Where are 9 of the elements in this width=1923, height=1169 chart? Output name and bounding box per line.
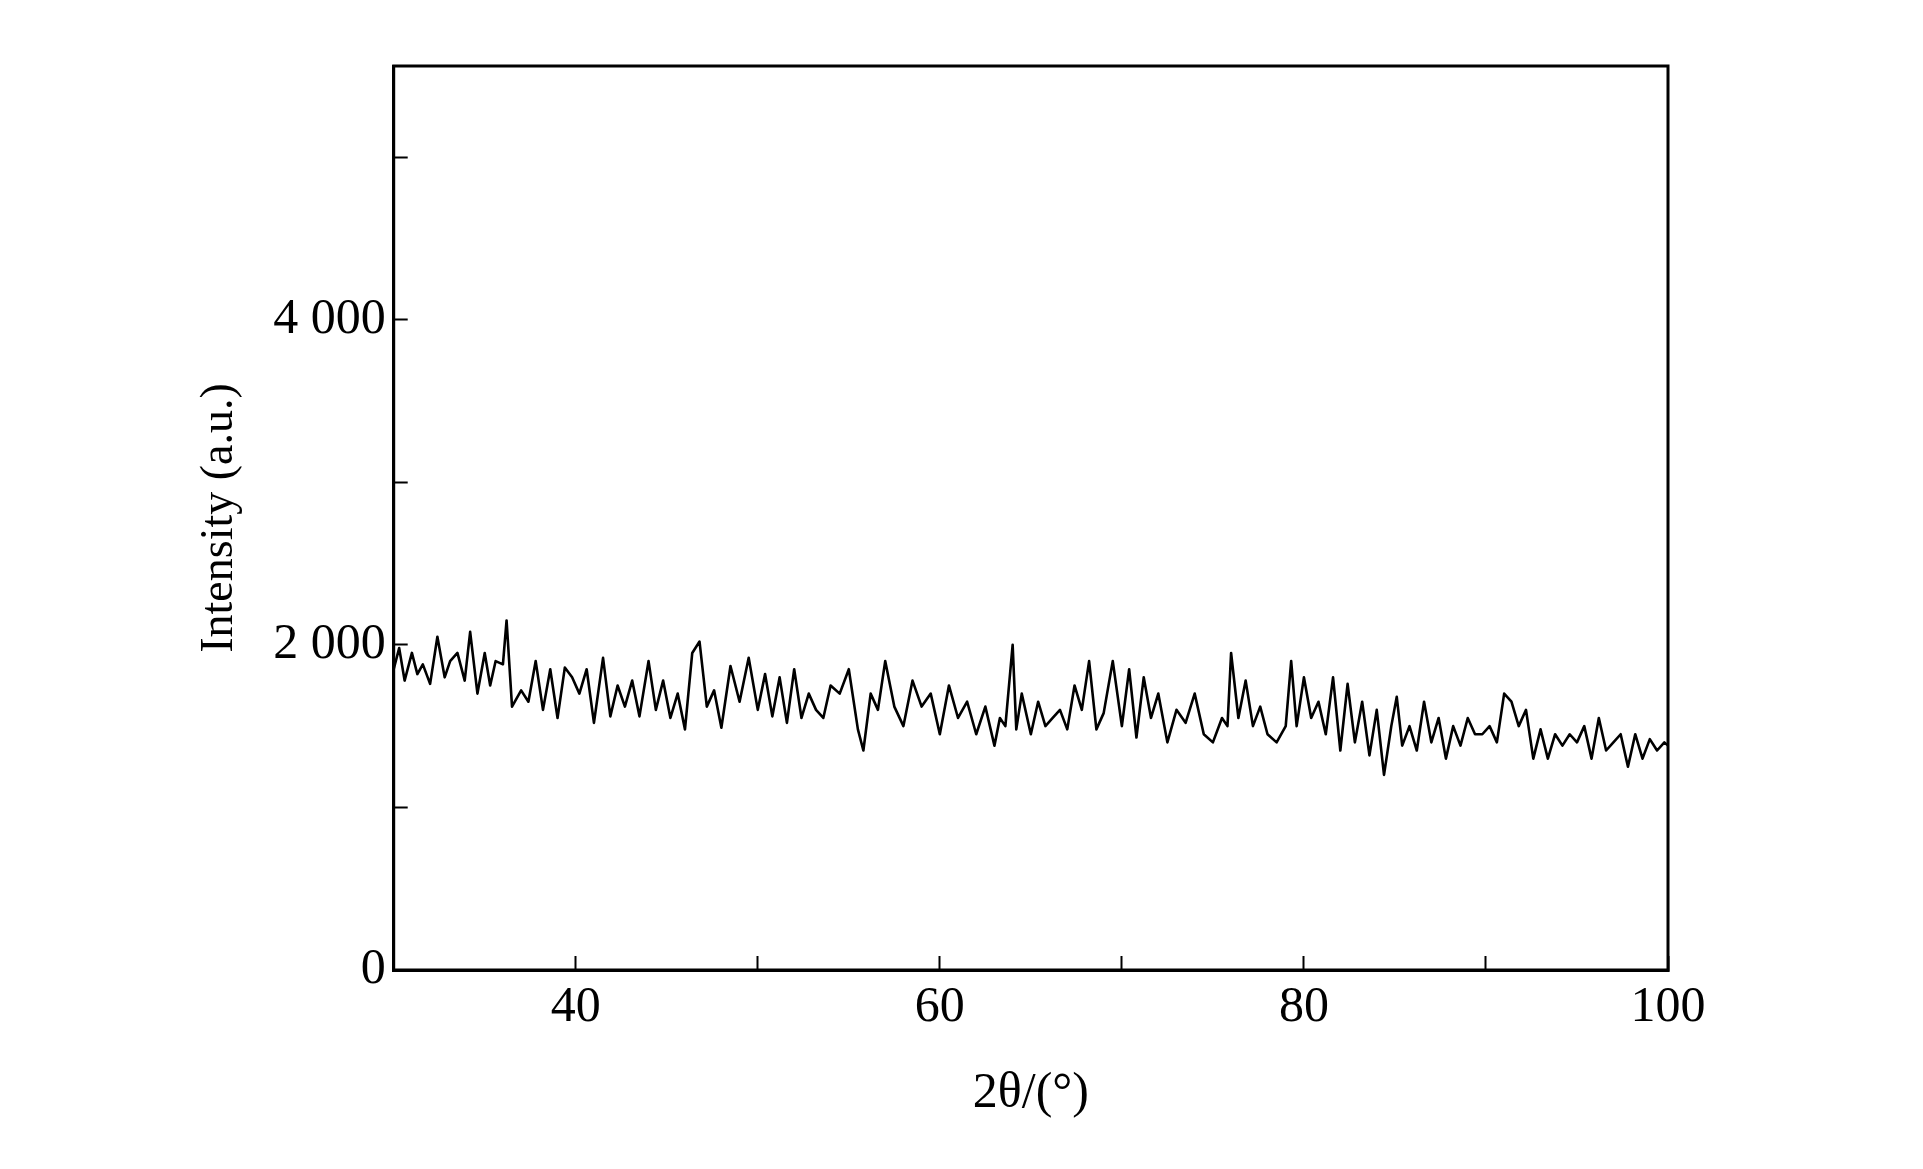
y-tick-label: 0 <box>360 938 386 995</box>
x-axis-title: 2θ/(°) <box>972 1062 1089 1119</box>
x-tick-label: 100 <box>1630 976 1706 1033</box>
x-tick-label: 80 <box>1278 976 1329 1033</box>
x-tick-label: 60 <box>914 976 965 1033</box>
x-tick-label: 40 <box>550 976 601 1033</box>
y-tick-label: 2 000 <box>273 612 386 669</box>
y-tick-label: 4 000 <box>273 287 386 344</box>
y-axis-title: Intensity (a.u.) <box>190 383 242 653</box>
